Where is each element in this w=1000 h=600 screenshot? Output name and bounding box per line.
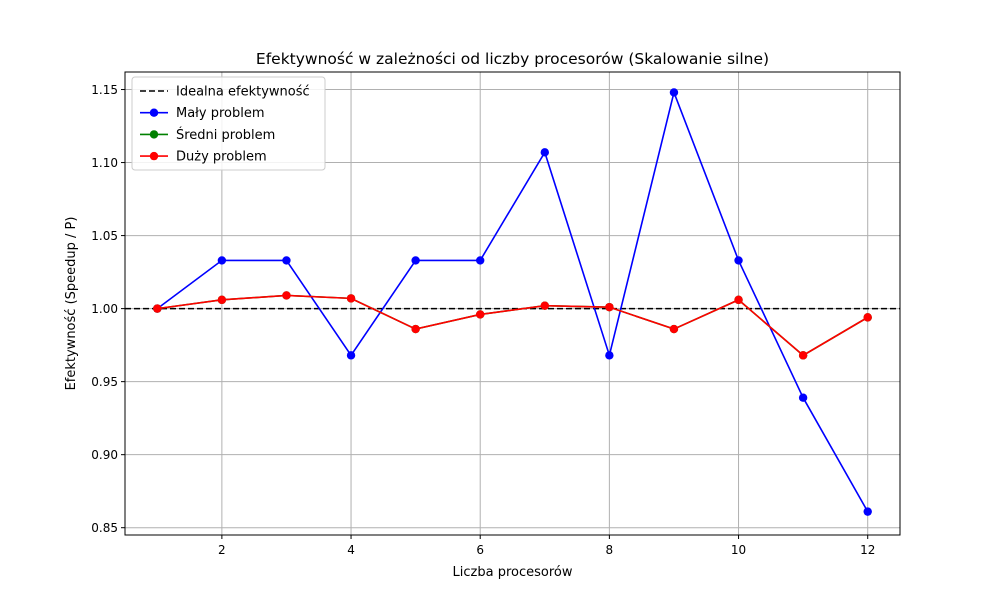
y-axis-ticks: 0.85 0.90 0.95 1.00 1.05 1.10 1.15 xyxy=(91,83,125,535)
data-point xyxy=(863,313,872,322)
chart-title: Efektywność w zależności od liczby proce… xyxy=(256,50,769,68)
data-point xyxy=(411,324,420,334)
data-point xyxy=(476,256,485,265)
data-point xyxy=(411,256,420,265)
data-point xyxy=(217,295,227,305)
x-axis-label: Liczba procesorów xyxy=(453,565,573,580)
y-tick-label: 0.90 xyxy=(91,448,118,462)
y-tick-label: 1.05 xyxy=(91,229,118,243)
data-point xyxy=(734,256,743,265)
x-tick-label: 8 xyxy=(606,543,614,557)
data-point xyxy=(346,294,356,303)
y-axis-label: Efektywność (Speedup / P) xyxy=(64,217,79,391)
data-point xyxy=(798,393,808,402)
legend-box xyxy=(131,76,326,171)
data-point xyxy=(346,351,356,360)
legend-marker xyxy=(149,130,159,139)
legend-item: Mały problem xyxy=(140,106,265,121)
x-tick-label: 6 xyxy=(476,543,484,557)
legend-marker xyxy=(149,108,159,117)
legend-label: Mały problem xyxy=(176,106,265,121)
data-point xyxy=(798,351,808,360)
y-tick-label: 1.15 xyxy=(91,83,118,97)
legend-item: Średni problem xyxy=(140,127,275,143)
series-1 xyxy=(153,88,872,516)
legend-marker xyxy=(149,151,159,161)
data-point xyxy=(282,256,291,265)
legend-label: Średni problem xyxy=(176,127,275,143)
y-tick-label: 1.00 xyxy=(91,302,118,316)
legend-label: Idealna efektywność xyxy=(176,85,310,100)
series-line xyxy=(156,89,869,513)
x-tick-label: 10 xyxy=(731,543,746,557)
data-point xyxy=(153,304,162,313)
x-tick-label: 12 xyxy=(860,543,875,557)
legend-item: Idealna efektywność xyxy=(140,85,310,100)
data-point xyxy=(282,291,291,300)
legend-item: Duży problem xyxy=(140,150,267,165)
y-tick-label: 1.10 xyxy=(91,156,118,170)
x-axis-ticks: 2 4 6 8 10 12 xyxy=(218,535,875,557)
data-point xyxy=(540,301,549,310)
x-tick-label: 4 xyxy=(347,543,355,557)
plot-area xyxy=(124,71,901,536)
legend: Idealna efektywność Mały problem Średni pr… xyxy=(131,76,326,171)
data-point xyxy=(863,507,872,516)
series-3 xyxy=(153,291,872,360)
data-point xyxy=(217,256,227,265)
x-tick-label: 2 xyxy=(218,543,226,557)
data-point xyxy=(540,148,549,157)
y-tick-label: 0.95 xyxy=(91,375,118,389)
y-tick-label: 0.85 xyxy=(91,521,118,535)
series-line xyxy=(157,294,869,357)
data-point xyxy=(669,88,679,97)
data-point xyxy=(605,302,614,312)
data-point xyxy=(476,310,485,319)
series-layer xyxy=(153,88,872,516)
data-point xyxy=(734,295,743,305)
legend-label: Duży problem xyxy=(176,150,267,165)
data-point xyxy=(605,351,614,360)
data-point xyxy=(669,324,679,334)
